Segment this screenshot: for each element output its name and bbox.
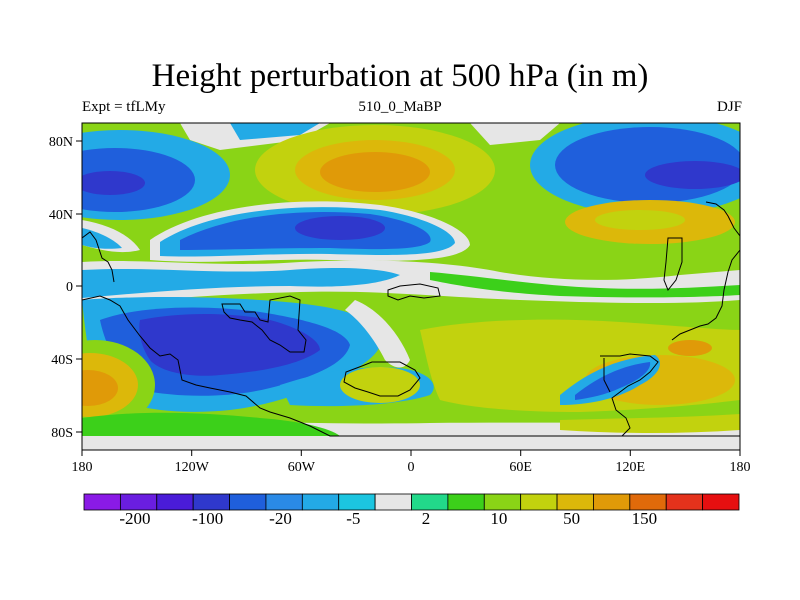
y-tick-label: 0 (66, 280, 73, 295)
colorbar-label: 50 (563, 509, 580, 528)
colorbar-swatch (447, 493, 485, 511)
colorbar-swatch (265, 493, 303, 511)
case-label: 510_0_MaBP (358, 99, 442, 115)
colorbar-swatch (119, 493, 158, 511)
colorbar-swatch (192, 493, 230, 511)
colorbar-swatch (520, 493, 558, 511)
colorbar (83, 493, 740, 511)
contour-field (82, 123, 740, 450)
x-tick-label: 60E (509, 460, 532, 475)
x-tick-marks (81, 450, 741, 456)
x-tick-label: 180 (72, 460, 93, 475)
y-tick-label: 40S (51, 353, 73, 368)
plot-title: Height perturbation at 500 hPa (in m) (151, 58, 649, 94)
y-tick-marks (76, 140, 82, 433)
y-tick-label: 80S (51, 426, 73, 441)
colorbar-swatch (629, 493, 667, 511)
colorbar-swatch (83, 493, 121, 511)
colorbar-label: -20 (269, 509, 292, 528)
colorbar-swatch (593, 493, 631, 511)
y-tick-label: 80N (49, 135, 73, 150)
colorbar-label: -5 (346, 509, 360, 528)
coastlines (82, 201, 740, 437)
x-tick-label: 60W (288, 460, 316, 475)
colorbar-swatch (338, 493, 376, 511)
colorbar-swatch (229, 493, 267, 511)
x-tick-label: 180 (730, 460, 751, 475)
colorbar-labels: -200 -100 -20 -5 2 10 50 150 (119, 509, 657, 528)
x-tick-label: 120W (175, 460, 210, 475)
colorbar-swatch (156, 493, 194, 511)
colorbar-swatch (301, 493, 340, 511)
experiment-label: Expt = tfLMy (82, 99, 166, 115)
colorbar-label: 2 (422, 509, 431, 528)
colorbar-swatch (665, 493, 704, 511)
season-label: DJF (716, 99, 742, 115)
x-tick-label: 120E (616, 460, 646, 475)
x-tick-label: 0 (408, 460, 415, 475)
colorbar-label: -100 (192, 509, 223, 528)
y-tick-label: 40N (49, 208, 73, 223)
colorbar-swatch (702, 493, 740, 511)
colorbar-swatch (556, 493, 594, 511)
colorbar-swatch (411, 493, 449, 511)
colorbar-swatch (374, 493, 412, 511)
colorbar-label: -200 (119, 509, 150, 528)
colorbar-label: 150 (632, 509, 658, 528)
colorbar-label: 10 (490, 509, 507, 528)
colorbar-swatch (483, 493, 522, 511)
